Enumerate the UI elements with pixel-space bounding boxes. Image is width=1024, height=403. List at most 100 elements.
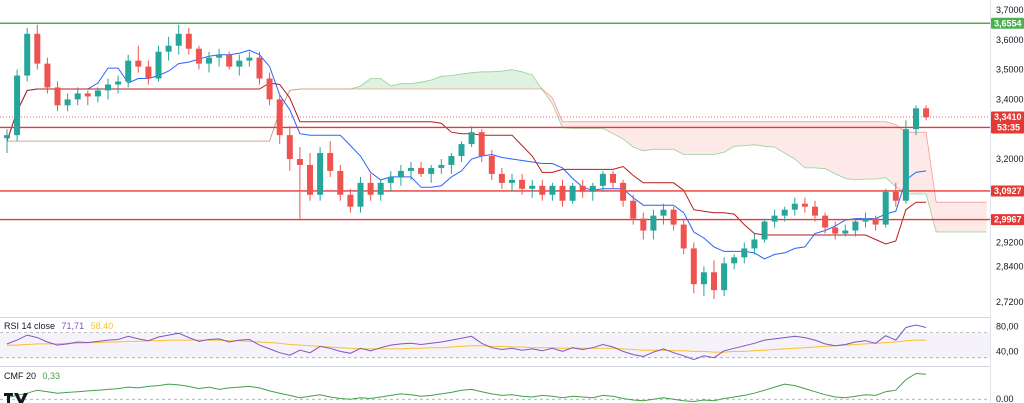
candle-body[interactable]	[498, 173, 505, 183]
candle-body[interactable]	[640, 218, 647, 231]
candle-body[interactable]	[195, 48, 202, 64]
candle-body[interactable]	[438, 164, 445, 168]
candle-body[interactable]	[397, 170, 404, 177]
candle-body[interactable]	[650, 215, 657, 231]
candle-body[interactable]	[913, 108, 919, 130]
candle-body[interactable]	[842, 230, 849, 234]
candle-body[interactable]	[549, 185, 556, 195]
candle-body[interactable]	[54, 87, 61, 106]
candle-body[interactable]	[771, 215, 778, 222]
candle-body[interactable]	[115, 81, 122, 85]
candle-body[interactable]	[761, 221, 768, 240]
candle-body[interactable]	[185, 33, 192, 49]
candle-body[interactable]	[822, 215, 829, 228]
candle-body[interactable]	[559, 185, 566, 201]
candle-body[interactable]	[256, 57, 263, 79]
candle-body[interactable]	[317, 153, 324, 195]
candle-body[interactable]	[620, 182, 627, 201]
candle-body[interactable]	[125, 60, 132, 82]
candle-body[interactable]	[266, 78, 273, 100]
candle-body[interactable]	[923, 108, 930, 118]
candle-body[interactable]	[387, 176, 394, 183]
candle-body[interactable]	[589, 185, 596, 192]
candle-body[interactable]	[448, 156, 455, 165]
candle-body[interactable]	[741, 248, 748, 258]
senkou-span-b-line	[7, 88, 987, 203]
candle-body[interactable]	[84, 93, 91, 97]
candle-body[interactable]	[418, 167, 425, 174]
candle-body[interactable]	[569, 185, 576, 201]
rsi-panel[interactable]: 80,00 40,00	[0, 321, 1019, 361]
candle-body[interactable]	[286, 135, 293, 159]
candle-body[interactable]	[599, 173, 606, 186]
candle-body[interactable]	[307, 164, 313, 195]
candle-body[interactable]	[377, 182, 384, 195]
candle-body[interactable]	[579, 185, 586, 192]
candle-body[interactable]	[711, 272, 717, 291]
candle-body[interactable]	[529, 185, 536, 189]
candle-body[interactable]	[175, 33, 182, 46]
candle-body[interactable]	[519, 179, 526, 189]
price-axis[interactable]: 3,7000 3,6000 3,5000 3,4000 3,2000 2,9200 2,84…	[991, 5, 1024, 307]
candle-body[interactable]	[367, 182, 374, 195]
candles[interactable]	[4, 24, 930, 300]
candle-body[interactable]	[539, 185, 546, 195]
candle-body[interactable]	[872, 218, 879, 225]
candle-body[interactable]	[478, 132, 485, 157]
cmf-panel[interactable]: 0.00	[0, 372, 1014, 403]
candle-body[interactable]	[34, 33, 41, 64]
candle-body[interactable]	[902, 129, 909, 201]
candle-body[interactable]	[276, 99, 283, 136]
cmf-legend[interactable]: CMF 20 0,33	[4, 371, 64, 381]
candle-body[interactable]	[337, 170, 344, 195]
candle-body[interactable]	[690, 248, 697, 285]
candle-body[interactable]	[74, 93, 81, 100]
candle-body[interactable]	[296, 159, 303, 165]
candle-body[interactable]	[24, 33, 31, 76]
candle-body[interactable]	[155, 51, 162, 79]
candle-body[interactable]	[327, 153, 334, 171]
candle-body[interactable]	[4, 135, 10, 139]
candle-body[interactable]	[428, 167, 435, 174]
candle-body[interactable]	[226, 54, 233, 67]
candle-body[interactable]	[670, 209, 677, 225]
candle-body[interactable]	[488, 156, 495, 174]
candle-body[interactable]	[408, 167, 414, 171]
candle-body[interactable]	[145, 66, 152, 79]
candle-body[interactable]	[236, 60, 243, 67]
candle-body[interactable]	[630, 200, 637, 219]
candle-body[interactable]	[105, 84, 111, 91]
candle-body[interactable]	[246, 57, 253, 61]
candle-body[interactable]	[216, 54, 223, 58]
candle-body[interactable]	[165, 45, 172, 52]
candle-body[interactable]	[347, 194, 354, 207]
candle-body[interactable]	[852, 221, 859, 231]
candle-body[interactable]	[458, 144, 465, 157]
candle-body[interactable]	[680, 224, 687, 249]
candle-body[interactable]	[610, 173, 616, 183]
candle-body[interactable]	[812, 206, 818, 216]
candle-body[interactable]	[357, 182, 364, 207]
candle-body[interactable]	[94, 90, 101, 97]
candle-body[interactable]	[468, 132, 475, 145]
candle-body[interactable]	[801, 203, 808, 207]
candle-body[interactable]	[700, 272, 707, 285]
candle-body[interactable]	[781, 209, 788, 216]
candle-body[interactable]	[660, 209, 667, 216]
candle-body[interactable]	[135, 60, 142, 67]
candle-body[interactable]	[791, 203, 798, 210]
candle-body[interactable]	[731, 257, 738, 264]
candle-body[interactable]	[892, 191, 899, 201]
candle-body[interactable]	[14, 75, 21, 136]
candle-body[interactable]	[751, 239, 758, 249]
candle-body[interactable]	[64, 99, 71, 106]
candle-body[interactable]	[882, 191, 889, 225]
candle-body[interactable]	[832, 227, 839, 234]
candle-body[interactable]	[721, 263, 728, 291]
candle-body[interactable]	[44, 63, 51, 88]
candle-body[interactable]	[206, 57, 212, 64]
rsi-legend[interactable]: RSI 14 close 71,71 58,40	[4, 321, 117, 331]
candle-body[interactable]	[509, 179, 515, 183]
candle-body[interactable]	[862, 218, 869, 222]
